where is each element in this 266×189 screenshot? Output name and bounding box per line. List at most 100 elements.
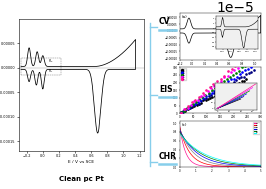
Point [232,81,236,84]
Point [237,81,242,84]
Point [240,70,244,74]
Point [190,106,194,109]
Point [197,98,201,101]
Point [209,94,213,97]
Point [257,60,261,63]
Point [210,92,214,95]
Point [201,92,205,95]
Text: $R_a$: $R_a$ [48,57,54,65]
Point [184,108,188,111]
Text: $R_c$: $R_c$ [48,67,54,75]
Point [200,95,205,98]
Point [246,58,250,61]
Point [201,99,206,102]
Point [204,88,208,91]
Point [197,102,201,105]
Text: Clean pc Pt: Clean pc Pt [59,176,103,182]
Point [217,89,221,92]
Point [265,50,266,53]
Point [242,61,247,64]
Point [252,68,256,71]
Point [249,70,253,73]
Point [229,71,233,74]
Point [212,89,217,92]
Point [237,77,241,80]
Point [179,111,183,114]
Point [260,58,264,61]
Point [215,93,219,96]
Point [247,72,251,75]
Text: CHR: CHR [159,152,177,161]
Point [202,93,206,96]
Point [196,98,200,101]
Point [244,73,248,76]
Point [252,52,257,55]
Point [251,49,255,52]
Point [222,90,226,93]
Point [179,111,183,114]
Point [234,79,239,82]
Point [192,99,196,102]
Point [198,99,203,102]
Point [215,83,220,86]
Point [185,107,190,110]
Point [226,87,230,90]
Point [233,83,237,86]
Point [190,104,194,107]
Point [246,67,250,70]
Point [230,67,234,70]
Point [199,99,203,102]
Point [187,106,192,109]
Point [242,75,246,78]
Point [259,43,263,46]
Point [226,74,230,77]
Point [235,75,239,78]
Point [224,84,228,88]
Point [186,105,190,108]
Point [222,86,226,89]
X-axis label: E / V vs SCE: E / V vs SCE [68,160,94,164]
Point [239,80,244,83]
Point [246,63,251,66]
Text: (a): (a) [181,15,187,19]
Point [181,110,186,113]
Point [240,66,244,69]
Point [219,90,223,93]
Point [248,52,252,55]
Point [203,98,208,101]
Point [219,77,223,80]
Point [182,108,186,112]
Point [259,47,263,50]
Point [206,91,211,94]
Point [215,80,219,83]
Point [242,79,246,82]
Point [221,84,225,87]
Point [215,88,219,91]
Point [206,98,210,101]
Point [196,101,200,104]
Point [182,108,186,111]
Point [238,72,242,75]
Point [204,94,208,97]
Point [239,76,244,79]
Legend: S1, S2, S3, S4, S5, S6: S1, S2, S3, S4, S5, S6 [253,122,260,134]
Point [212,85,217,88]
Point [243,64,248,67]
Point [199,101,203,104]
Point [234,71,238,74]
Point [223,82,228,85]
Point [222,76,227,79]
Point [191,102,195,105]
Point [225,77,229,81]
Point [189,103,193,106]
Point [179,111,183,114]
Text: (c): (c) [181,123,187,127]
Point [244,55,248,58]
Point [228,75,232,78]
Point [240,58,245,61]
Point [185,106,190,109]
Point [256,50,260,53]
Point [196,102,201,105]
Point [179,111,183,114]
Point [222,74,226,77]
